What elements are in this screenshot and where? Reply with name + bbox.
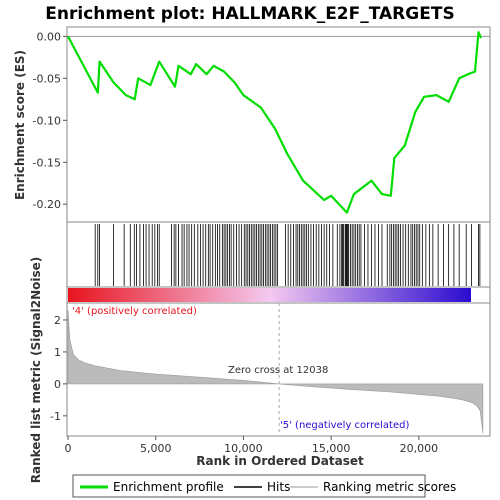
es-y-tick-label: -0.10 [33,114,61,127]
es-y-tick-label: -0.05 [33,72,61,85]
positive-correlation-label: '4' (positively correlated) [72,306,197,317]
es-panel-frame [66,26,491,223]
enrichment-profile-line [67,31,483,214]
x-tick-label: 15,000 [312,442,351,455]
ranking-gradient-bar [68,288,471,302]
x-tick-label: 10,000 [224,442,263,455]
metric-y-tick-label: 2 [54,314,61,327]
es-y-tick-label: -0.15 [33,156,61,169]
zero-cross-label: Zero cross at 12038 [228,365,328,376]
metric-panel-frame [66,302,491,437]
legend: Enrichment profile Hits Ranking metric s… [80,480,456,494]
negative-correlation-label: '5' (negatively correlated) [280,420,409,431]
hit-markers [94,224,481,286]
metric-y-axis-label: Ranked list metric (Signal2Noise) [29,257,43,484]
x-tick-label: 5,000 [140,442,172,455]
es-y-tick-label: -0.20 [33,198,61,211]
x-axis: 0 5,000 10,000 15,000 20,000 [65,436,439,455]
chart-title: Enrichment plot: HALLMARK_E2F_TARGETS [45,4,454,24]
metric-y-tick-label: -1 [50,410,61,423]
legend-label-ranking: Ranking metric scores [323,480,456,494]
metric-y-tick-label: 0 [54,378,61,391]
x-axis-label: Rank in Ordered Dataset [196,454,364,468]
legend-label-hits: Hits [267,480,290,494]
es-y-tick-label: 0.00 [37,30,62,43]
legend-label-enrichment: Enrichment profile [113,480,224,494]
x-tick-label: 20,000 [400,442,439,455]
x-tick-label: 0 [65,442,72,455]
metric-y-axis: 2 1 0 -1 [50,314,67,423]
es-y-axis: 0.00 -0.05 -0.10 -0.15 -0.20 [33,30,67,211]
legend-box [72,474,426,498]
metric-y-tick-label: 1 [54,346,61,359]
es-y-axis-label: Enrichment score (ES) [13,50,27,200]
